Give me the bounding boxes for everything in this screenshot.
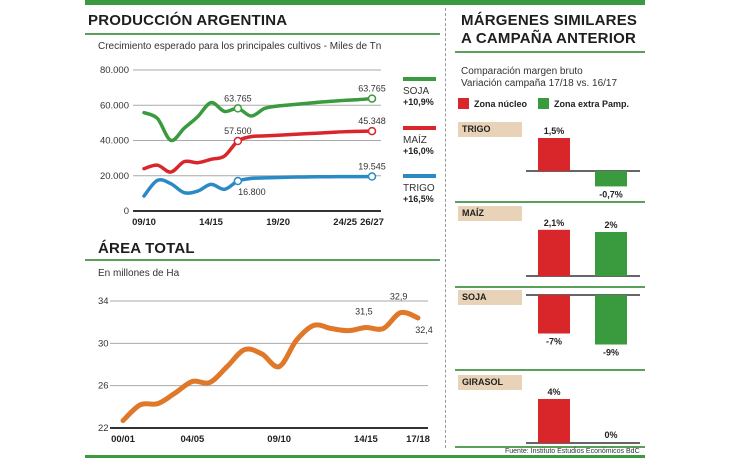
section-divider (455, 369, 645, 371)
legend-soja-change: +10,9% (403, 97, 434, 107)
bar-girasol-nucleo (538, 399, 570, 443)
y-tick-label: 60.000 (100, 100, 129, 111)
bar-value-label: 1,5% (544, 126, 565, 136)
section-divider (455, 286, 645, 288)
y-tick-label: 26 (98, 381, 109, 392)
point-marker (367, 94, 377, 103)
y-tick-label: 20.000 (100, 171, 129, 182)
margins-legend: Zona núcleo Zona extra Pamp. (458, 98, 629, 109)
x-tick-label: 19/20 (266, 217, 290, 228)
point-marker (367, 172, 377, 181)
legend-extra-swatch (538, 98, 550, 109)
data-label: 31,5 (355, 306, 373, 316)
data-label: 32,4 (415, 325, 433, 335)
data-label: 16.800 (238, 187, 266, 197)
data-label: 45.348 (358, 116, 386, 126)
legend-nucleo-label: Zona núcleo (474, 98, 528, 109)
production-title-underline (85, 33, 440, 35)
x-tick-label: 17/18 (406, 434, 430, 445)
category-label-soja: SOJA (458, 290, 522, 305)
bar-value-label: 4% (547, 387, 560, 397)
y-tick-label: 22 (98, 423, 109, 434)
section-divider (455, 446, 645, 448)
bar-value-label: 2% (604, 220, 617, 230)
area-title: ÁREA TOTAL (98, 240, 195, 257)
top-accent-bar (85, 0, 645, 5)
x-tick-label: 24/25 (333, 217, 357, 228)
category-label-girasol: GIRASOL (458, 375, 522, 390)
legend-maiz: MAÍZ +16,0% (403, 126, 436, 156)
x-tick-label: 14/15 (199, 217, 223, 228)
bar-value-label: -0,7% (599, 189, 623, 199)
point-marker (367, 126, 377, 136)
category-label-trigo: TRIGO (458, 122, 522, 137)
y-tick-label: 80.000 (100, 65, 129, 76)
bottom-accent-bar (85, 455, 645, 458)
margins-title-underline (455, 51, 645, 53)
series-line-maíz (142, 129, 374, 174)
legend-maiz-name: MAÍZ (403, 135, 427, 146)
bar-value-label: 2,1% (544, 218, 565, 228)
area-title-underline (85, 259, 440, 261)
bar-soja-extra-pampeana (595, 295, 627, 345)
bar-value-label: -7% (546, 337, 562, 347)
margins-subtitle-line1: Comparación margen bruto (461, 66, 583, 77)
legend-trigo-name: TRIGO (403, 183, 435, 194)
legend-trigo-change: +16,5% (403, 194, 434, 204)
data-label: 32,9 (390, 292, 408, 302)
x-tick-label: 04/05 (181, 434, 205, 445)
bar-trigo-nucleo (538, 138, 570, 171)
bar-value-label: 0% (604, 430, 617, 440)
series-line-soja (142, 96, 374, 143)
data-label: 63.765 (358, 84, 386, 94)
data-label: 63.765 (224, 93, 252, 103)
series-line-trigo (142, 174, 374, 198)
legend-maiz-change: +16,0% (403, 146, 434, 156)
legend-maiz-swatch (403, 126, 436, 130)
bar-soja-nucleo (538, 295, 570, 334)
y-tick-label: 40.000 (100, 136, 129, 147)
x-tick-label: 09/10 (267, 434, 291, 445)
legend-extra-label: Zona extra Pamp. (554, 98, 630, 109)
point-marker (233, 104, 243, 113)
legend-trigo: TRIGO +16,5% (403, 174, 436, 204)
x-tick-label: 09/10 (132, 217, 156, 228)
margins-title: MÁRGENES SIMILARES A CAMPAÑA ANTERIOR (461, 12, 637, 48)
legend-soja-name: SOJA (403, 86, 430, 97)
y-tick-label: 0 (124, 206, 129, 217)
margins-title-line1: MÁRGENES SIMILARES (461, 12, 638, 29)
x-tick-label: 00/01 (111, 434, 135, 445)
bar-maíz-extra-pampeana (595, 232, 627, 276)
bar-trigo-extra-pampeana (595, 171, 627, 187)
bar-maíz-nucleo (538, 229, 570, 276)
legend-trigo-swatch (403, 174, 436, 178)
area-subtitle: En millones de Ha (98, 268, 180, 279)
source-note: Fuente: Instituto Estudios Económicos Bd… (505, 448, 640, 455)
point-marker (233, 176, 243, 186)
y-tick-label: 34 (98, 296, 109, 307)
series-line-area (120, 309, 421, 424)
production-subtitle: Crecimiento esperado para los principale… (98, 41, 382, 52)
data-label: 19.545 (358, 162, 386, 172)
x-tick-label: 14/15 (354, 434, 378, 445)
bar-value-label: -9% (603, 348, 619, 358)
margins-subtitle: Comparación margen bruto Variación campa… (461, 66, 617, 90)
production-title: PRODUCCIÓN ARGENTINA (88, 12, 288, 29)
section-divider (455, 201, 645, 203)
y-tick-label: 30 (98, 338, 109, 349)
legend-soja-swatch (403, 77, 436, 81)
point-marker (233, 136, 243, 146)
x-tick-label: 26/27 (360, 217, 384, 228)
data-label: 57.500 (224, 126, 252, 136)
category-label-maiz: MAÍZ (458, 206, 522, 221)
panel-divider (445, 8, 446, 448)
legend-soja: SOJA +10,9% (403, 77, 436, 107)
legend-nucleo-swatch (458, 98, 469, 109)
margins-title-line2: A CAMPAÑA ANTERIOR (461, 30, 636, 47)
margins-subtitle-line2: Variación campaña 17/18 vs. 16/17 (461, 78, 618, 89)
